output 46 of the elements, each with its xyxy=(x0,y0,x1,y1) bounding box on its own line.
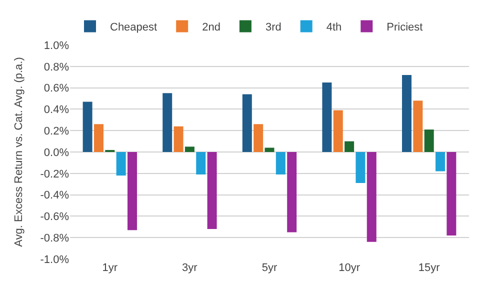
y-axis-title: Avg. Excess Return vs. Cat. Avg. (p.a.) xyxy=(12,57,25,247)
bar xyxy=(184,146,194,152)
bar xyxy=(162,93,172,152)
bar xyxy=(94,124,104,152)
bar xyxy=(356,152,366,184)
y-tick-label: 0.8% xyxy=(44,61,70,74)
bar xyxy=(402,74,412,152)
bar xyxy=(128,152,137,230)
y-tick-label: 0.0% xyxy=(44,146,70,159)
y-tick-label: 0.4% xyxy=(44,104,70,116)
y-tick-label: 1.0% xyxy=(44,40,70,52)
y-tick-label: -0.8% xyxy=(40,232,70,244)
bar xyxy=(174,126,184,152)
x-tick-label: 3yr xyxy=(182,262,198,274)
x-tick-label: 10yr xyxy=(338,262,360,274)
y-tick-label: -1.0% xyxy=(40,254,70,266)
bar xyxy=(333,110,343,152)
bar xyxy=(366,152,376,242)
x-tick-label: 15yr xyxy=(418,262,440,274)
legend-label: Cheapest xyxy=(110,22,158,34)
bar xyxy=(436,152,446,172)
bar xyxy=(322,82,332,152)
y-tick-label: 0.6% xyxy=(44,82,70,95)
bar xyxy=(287,152,297,232)
bar xyxy=(276,152,286,174)
bar xyxy=(242,94,252,152)
y-tick-label: -0.4% xyxy=(40,190,70,202)
bar xyxy=(424,130,434,152)
y-tick-label: 0.2% xyxy=(44,125,70,138)
x-tick-label: 1yr xyxy=(102,262,118,274)
bar xyxy=(413,100,423,152)
bar xyxy=(116,152,126,176)
bar xyxy=(344,141,354,152)
bar xyxy=(446,152,456,236)
y-tick-label: -0.2% xyxy=(40,168,70,180)
y-tick-label: -0.6% xyxy=(40,211,70,224)
legend-label: 2nd xyxy=(202,22,220,34)
bar xyxy=(254,124,264,152)
legend-label: Priciest xyxy=(386,22,423,34)
bar xyxy=(196,152,206,174)
bar xyxy=(82,102,92,152)
x-tick-label: 5yr xyxy=(262,262,278,274)
legend-label: 3rd xyxy=(265,22,282,34)
bar xyxy=(207,152,217,230)
bar xyxy=(264,148,274,152)
legend-label: 4th xyxy=(326,22,342,34)
